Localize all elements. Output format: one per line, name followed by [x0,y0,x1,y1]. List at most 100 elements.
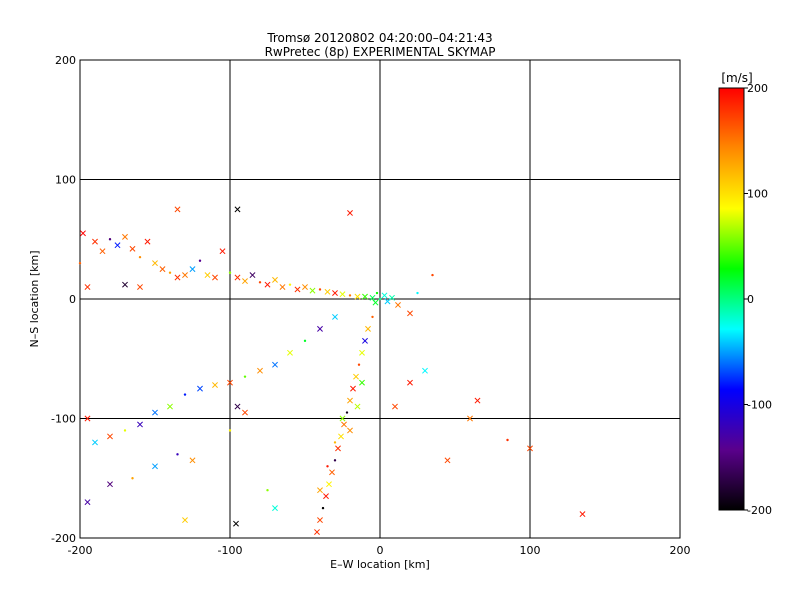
data-point-x [242,409,248,416]
x-tick-label: 0 [377,544,384,557]
x-axis-label: E–W location [km] [330,558,430,571]
data-point-dot [303,339,307,343]
data-point-x [242,278,248,285]
data-point-x [389,294,395,301]
data-point-x [137,284,143,291]
data-point-x [467,415,473,422]
data-point-x [353,373,359,380]
data-point-x [354,293,361,300]
data-point-x [257,367,263,374]
data-point-x [354,403,361,410]
data-point-x [249,272,256,279]
data-point-x [227,379,233,386]
data-point-dot [371,315,374,319]
data-point-dot [258,281,262,284]
data-point-x [317,325,323,332]
chart-title-line-1: Tromsø 20120802 04:20:00–04:21:43 [266,31,492,45]
gridlines [80,60,680,538]
data-point-x [350,385,356,392]
x-tick-label: -100 [218,544,243,557]
data-point-x [122,281,128,288]
data-point-dot [228,271,232,274]
data-point-x [129,245,136,252]
data-point-x [338,433,344,440]
data-point-dot [345,411,349,414]
data-point-x [174,206,181,213]
data-point-x [335,445,341,452]
data-point-x [234,274,241,281]
data-point-x [189,457,196,464]
data-point-x [152,463,158,470]
y-tick-label: 0 [69,293,76,306]
x-axis-ticks: -200 -100 0 100 200 [68,544,691,557]
data-point-dot [198,259,202,262]
data-point-x [347,397,353,404]
data-point-x [381,292,388,299]
x-tick-label: 100 [520,544,541,557]
colorbar: [m/s] -200 -100 0 100 200 [718,71,772,517]
x-tick-label: 200 [670,544,691,557]
data-point-dot [326,465,329,468]
data-point-x [359,379,365,386]
data-point-x [294,286,301,293]
y-axis-label: N–S location [km] [28,250,41,347]
data-point-x [359,349,365,356]
data-point-dot [375,291,379,295]
data-point-x [341,421,347,428]
data-point-x [339,415,346,422]
chart-title-line-2: RwPretec (8p) EXPERIMENTAL SKYMAP [265,45,496,59]
y-axis-ticks: -200 -100 0 100 200 [51,54,76,545]
colorbar-tick-label: 200 [747,82,768,95]
data-point-x [317,517,323,524]
data-point-x [167,403,173,410]
data-point-dot [333,459,337,462]
data-point-x [197,385,203,392]
data-point-x [309,287,316,294]
data-point-x [182,272,188,279]
data-point-x [444,457,451,464]
data-point-dot [321,506,325,510]
data-point-dot [123,429,127,432]
data-point-x [422,367,428,374]
data-point-dot [168,271,172,274]
data-point-x [182,517,188,524]
data-point-x [392,403,398,410]
colorbar-label: [m/s] [721,71,752,85]
data-point-x [264,281,271,288]
colorbar-ticks: -200 -100 0 100 200 [744,82,772,517]
data-point-dot [506,438,509,442]
data-point-x [362,293,368,300]
data-point-dot [243,375,247,378]
data-point-dot [176,453,179,456]
x-tick-label: -200 [68,544,93,557]
data-point-x [114,242,121,249]
data-point-x [174,274,181,281]
data-point-x [362,337,368,344]
data-point-x [99,248,106,255]
data-point-x [107,481,113,488]
data-point-dot [78,261,82,265]
data-point-dot [431,273,434,277]
data-point-x [92,439,98,446]
data-point-dot [131,477,134,480]
data-point-dot [348,294,352,297]
data-point-x [212,274,218,281]
colorbar-tick-label: 0 [747,293,754,306]
data-point-x [144,238,151,245]
data-point-x [326,481,332,488]
colorbar-tick-label: -100 [747,399,772,412]
data-point-x [234,206,241,213]
data-point-x [302,284,308,291]
data-point-dot [318,288,322,291]
data-point-x [204,272,211,279]
data-point-x [323,493,329,500]
y-tick-label: 100 [55,174,76,187]
data-point-dot [333,441,337,444]
colorbar-tick-label: -200 [747,504,772,517]
data-point-dot [288,283,292,286]
data-point-x [527,445,533,452]
colorbar-gradient [718,87,745,511]
data-point-x [84,415,91,422]
data-point-x [233,520,239,527]
